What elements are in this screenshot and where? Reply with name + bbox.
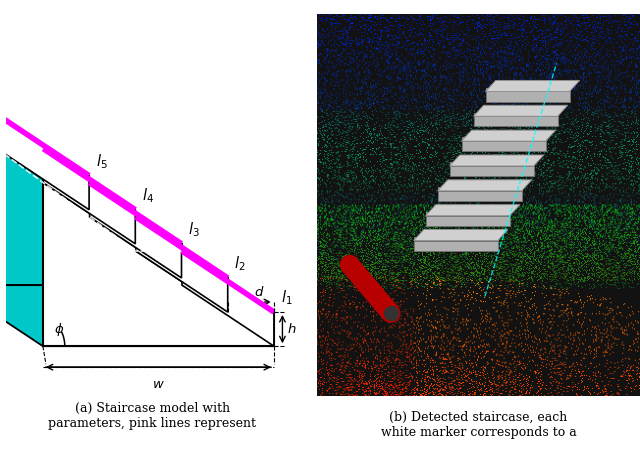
Polygon shape [461,144,546,151]
Polygon shape [461,137,546,144]
Polygon shape [426,205,520,216]
Polygon shape [474,116,557,126]
Text: $l_{3}$: $l_{3}$ [188,221,200,239]
Polygon shape [182,251,274,346]
Text: (b) Detected staircase, each
white marker corresponds to a: (b) Detected staircase, each white marke… [381,411,576,439]
Text: $w$: $w$ [152,378,165,391]
Polygon shape [0,115,182,285]
Text: $l_{1}$: $l_{1}$ [280,289,292,308]
Polygon shape [486,81,580,91]
Polygon shape [486,94,570,101]
Polygon shape [461,141,546,151]
Polygon shape [136,217,228,312]
Polygon shape [414,229,508,241]
Polygon shape [90,217,228,278]
Polygon shape [486,88,570,94]
Polygon shape [450,155,544,166]
Polygon shape [474,119,557,126]
Polygon shape [43,176,274,346]
Polygon shape [0,285,274,346]
Polygon shape [438,187,522,193]
Polygon shape [426,216,509,226]
Text: $d$: $d$ [254,285,264,299]
Polygon shape [486,91,570,101]
Polygon shape [474,113,557,119]
Polygon shape [414,241,498,251]
Polygon shape [90,183,182,278]
Polygon shape [450,166,534,176]
Polygon shape [426,218,509,226]
Polygon shape [461,130,556,141]
Polygon shape [414,237,498,243]
Text: $l_{2}$: $l_{2}$ [234,255,246,273]
Polygon shape [44,183,182,244]
Polygon shape [0,115,89,176]
Polygon shape [438,180,532,191]
Polygon shape [450,169,534,176]
Polygon shape [450,162,534,169]
Text: $h$: $h$ [287,322,296,336]
Text: (a) Staircase model with
parameters, pink lines represent: (a) Staircase model with parameters, pin… [49,402,257,430]
Text: $l_{5}$: $l_{5}$ [96,152,108,171]
Polygon shape [426,212,509,218]
Polygon shape [414,243,498,251]
Text: $\phi$: $\phi$ [54,321,65,338]
Polygon shape [438,191,522,201]
Polygon shape [474,105,568,116]
Polygon shape [0,115,89,210]
Polygon shape [136,251,274,312]
Polygon shape [44,149,135,244]
Polygon shape [0,149,135,210]
Polygon shape [438,193,522,201]
Text: $l_{4}$: $l_{4}$ [142,187,154,205]
